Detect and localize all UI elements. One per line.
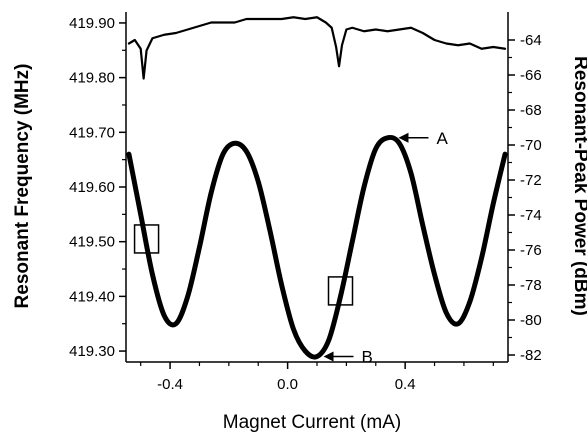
left-y-tick-label: 419.90 (69, 15, 115, 32)
right-y-tick-label: -82 (520, 347, 542, 364)
left-y-axis-title: Resonant Frequency (MHz) (12, 64, 33, 309)
left-y-tick-label: 419.30 (69, 343, 115, 360)
annotation-arrow-head (398, 132, 409, 143)
left-y-tick-label: 419.40 (69, 288, 115, 305)
x-axis-title: Magnet Current (mA) (223, 412, 401, 433)
left-y-tick-label: 419.70 (69, 124, 115, 141)
right-y-tick-label: -70 (520, 137, 542, 154)
right-y-axis-title: Resonant-Peak Power (dBm) (570, 56, 587, 316)
frequency-series-line (126, 134, 508, 360)
left-y-tick-label: 419.80 (69, 70, 115, 87)
series-layer (126, 16, 508, 360)
x-tick-label: 0.4 (395, 376, 416, 393)
left-y-tick-label: 419.60 (69, 179, 115, 196)
right-y-tick-label: -80 (520, 312, 542, 329)
square-marker (327, 276, 354, 306)
annotation-label: B (362, 348, 373, 367)
right-y-tick-label: -72 (520, 172, 542, 189)
annotation-arrow-head (323, 351, 334, 362)
power-series-line (127, 16, 507, 80)
x-tick-label: -0.4 (157, 376, 183, 393)
annotation-layer: AB (133, 129, 448, 367)
right-y-tick-label: -64 (520, 32, 542, 49)
right-y-tick-label: -66 (520, 67, 542, 84)
ticks-layer: -0.4 0.0 0.4 419.30 419.40 419.50 419.60 419.70… (69, 15, 542, 393)
right-y-tick-label: -74 (520, 207, 542, 224)
left-y-tick-label: 419.50 (69, 234, 115, 251)
annotation-label: A (436, 129, 448, 148)
right-y-tick-label: -76 (520, 242, 542, 259)
right-y-tick-label: -78 (520, 277, 542, 294)
x-tick-label: 0.0 (277, 376, 298, 393)
square-marker (133, 224, 160, 254)
right-y-tick-label: -68 (520, 102, 542, 119)
